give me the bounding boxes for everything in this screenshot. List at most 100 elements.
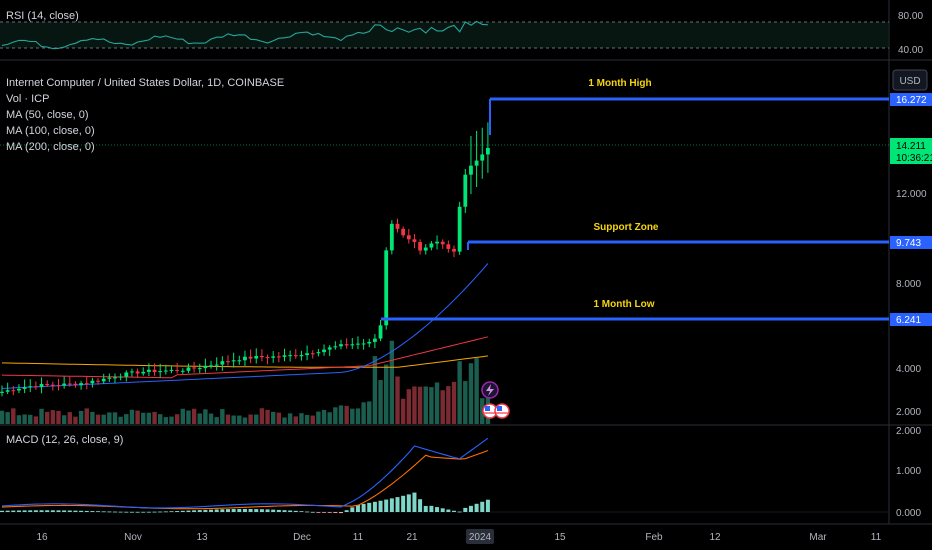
candle [96, 380, 100, 382]
candle [22, 387, 27, 389]
time-tick: 16 [36, 532, 48, 543]
candle [361, 343, 366, 345]
volume-bar [474, 358, 479, 424]
rsi-label[interactable]: RSI (14, close) [6, 10, 79, 22]
volume-bar [451, 381, 457, 424]
candle [50, 384, 55, 386]
volume-label[interactable]: Vol · ICP [6, 93, 49, 105]
current-date-marker[interactable]: 2024 [466, 529, 494, 544]
candle [237, 360, 242, 362]
candle [412, 239, 417, 243]
volume-bar [33, 416, 39, 424]
ma200-label[interactable]: MA (200, close, 0) [6, 141, 95, 153]
volume-bar [254, 414, 259, 424]
macd-histogram-bar [361, 503, 366, 512]
ma50-line [1, 263, 489, 389]
time-tick: Feb [645, 532, 663, 543]
currency-button-label: USD [899, 76, 920, 87]
macd-histogram-bar [220, 509, 225, 512]
macd-histogram-bar [90, 511, 95, 512]
volume-bar [0, 410, 5, 424]
volume-bar [197, 413, 202, 424]
candle [435, 241, 439, 244]
candle [67, 383, 72, 385]
candle [293, 355, 298, 357]
macd-histogram-bar [429, 505, 434, 512]
one-month-high-annotation[interactable]: 1 Month High [588, 78, 651, 89]
volume-bar [350, 408, 355, 424]
macd-histogram-bar [372, 501, 377, 512]
candle [457, 206, 462, 252]
macd-histogram-bar [209, 509, 214, 512]
volume-bar [242, 417, 248, 424]
volume-bar [355, 408, 361, 424]
macd-histogram-bar [446, 509, 451, 512]
candle [56, 385, 61, 387]
current-price-tag[interactable]: 14.211 10:36:21 [890, 138, 932, 164]
macd-histogram-bar [28, 510, 33, 512]
time-tick: 11 [871, 532, 882, 543]
currency-button[interactable]: USD [892, 69, 928, 91]
macd-histogram-bar [56, 510, 61, 512]
macd-histogram-bar [180, 510, 185, 512]
volume-bar [468, 363, 474, 424]
macd-histogram-bar [440, 508, 445, 512]
ma50-label[interactable]: MA (50, close, 0) [6, 109, 89, 121]
volume-bar [174, 414, 180, 424]
macd-tick: 0.000 [896, 508, 921, 519]
macd-histogram-bar [254, 509, 259, 512]
candle [310, 353, 315, 355]
candle [395, 223, 400, 229]
lightning-icon[interactable] [481, 381, 499, 399]
bar-countdown: 10:36:21 [896, 153, 932, 164]
volume-bar [287, 413, 293, 424]
volume-bar [423, 386, 428, 424]
volume-bar [429, 387, 434, 424]
candle [5, 390, 10, 392]
price-tick: 2.000 [896, 407, 921, 418]
volume-bar [457, 361, 462, 424]
macd-histogram-bar [39, 510, 44, 512]
volume-bar [50, 410, 56, 424]
volume-bar [271, 411, 276, 424]
volume-bar [304, 414, 310, 424]
candle [389, 223, 394, 251]
candle [17, 388, 21, 391]
macd-histogram [0, 492, 490, 514]
candle [203, 365, 208, 369]
support-zone-annotation[interactable]: Support Zone [594, 222, 659, 233]
rsi-pane[interactable]: RSI (14, close) 80.00 40.00 [0, 10, 923, 56]
macd-histogram-bar [271, 509, 276, 512]
macd-histogram-bar [175, 511, 180, 512]
support-price-tag[interactable]: 9.743 [890, 236, 932, 249]
us-flag-event-icon[interactable] [494, 403, 510, 419]
candle [124, 372, 129, 377]
macd-label[interactable]: MACD (12, 26, close, 9) [6, 434, 123, 446]
one-month-low-annotation[interactable]: 1 Month Low [593, 299, 654, 310]
ma100-line [1, 336, 489, 379]
symbol-title[interactable]: Internet Computer / United States Dollar… [6, 77, 284, 89]
candle [373, 338, 377, 342]
volume-bar [434, 382, 440, 424]
macd-pane[interactable]: MACD (12, 26, close, 9) 2.000 1.000 0.00… [0, 426, 921, 519]
macd-histogram-bar [288, 510, 293, 512]
time-axis[interactable]: 16 Nov 13 Dec 11 21 2024 15 Feb 12 Mar 1… [36, 529, 882, 544]
candle [62, 383, 67, 386]
high-price-tag[interactable]: 16.272 [890, 93, 932, 106]
candle [384, 250, 389, 326]
price-pane[interactable]: 1 Month High Support Zone 1 Month Low In… [0, 69, 932, 424]
candle [288, 355, 293, 357]
macd-histogram-bar [282, 510, 287, 512]
candle [333, 346, 338, 348]
ma100-label[interactable]: MA (100, close, 0) [6, 125, 95, 137]
price-tick: 8.000 [896, 279, 921, 290]
price-tick: 4.000 [896, 364, 921, 375]
macd-histogram-bar [192, 510, 197, 512]
candle [452, 248, 456, 252]
candle [113, 377, 117, 379]
volume-bar [45, 411, 50, 424]
candle [440, 241, 445, 245]
low-price-tag[interactable]: 6.241 [890, 313, 932, 326]
candle [265, 357, 270, 359]
